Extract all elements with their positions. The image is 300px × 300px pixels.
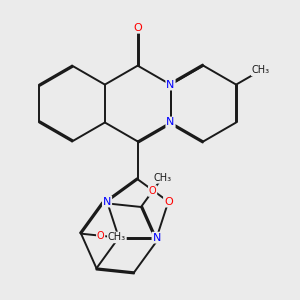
Text: N: N [152, 232, 161, 243]
Text: O: O [149, 186, 156, 196]
Text: N: N [166, 80, 175, 90]
Text: O: O [164, 196, 173, 207]
Text: N: N [103, 196, 111, 207]
Text: O: O [97, 231, 104, 241]
Text: N: N [166, 118, 175, 128]
Text: CH₃: CH₃ [252, 65, 270, 75]
Text: CH₃: CH₃ [153, 173, 171, 183]
Text: CH₃: CH₃ [108, 232, 126, 242]
Text: O: O [133, 23, 142, 33]
